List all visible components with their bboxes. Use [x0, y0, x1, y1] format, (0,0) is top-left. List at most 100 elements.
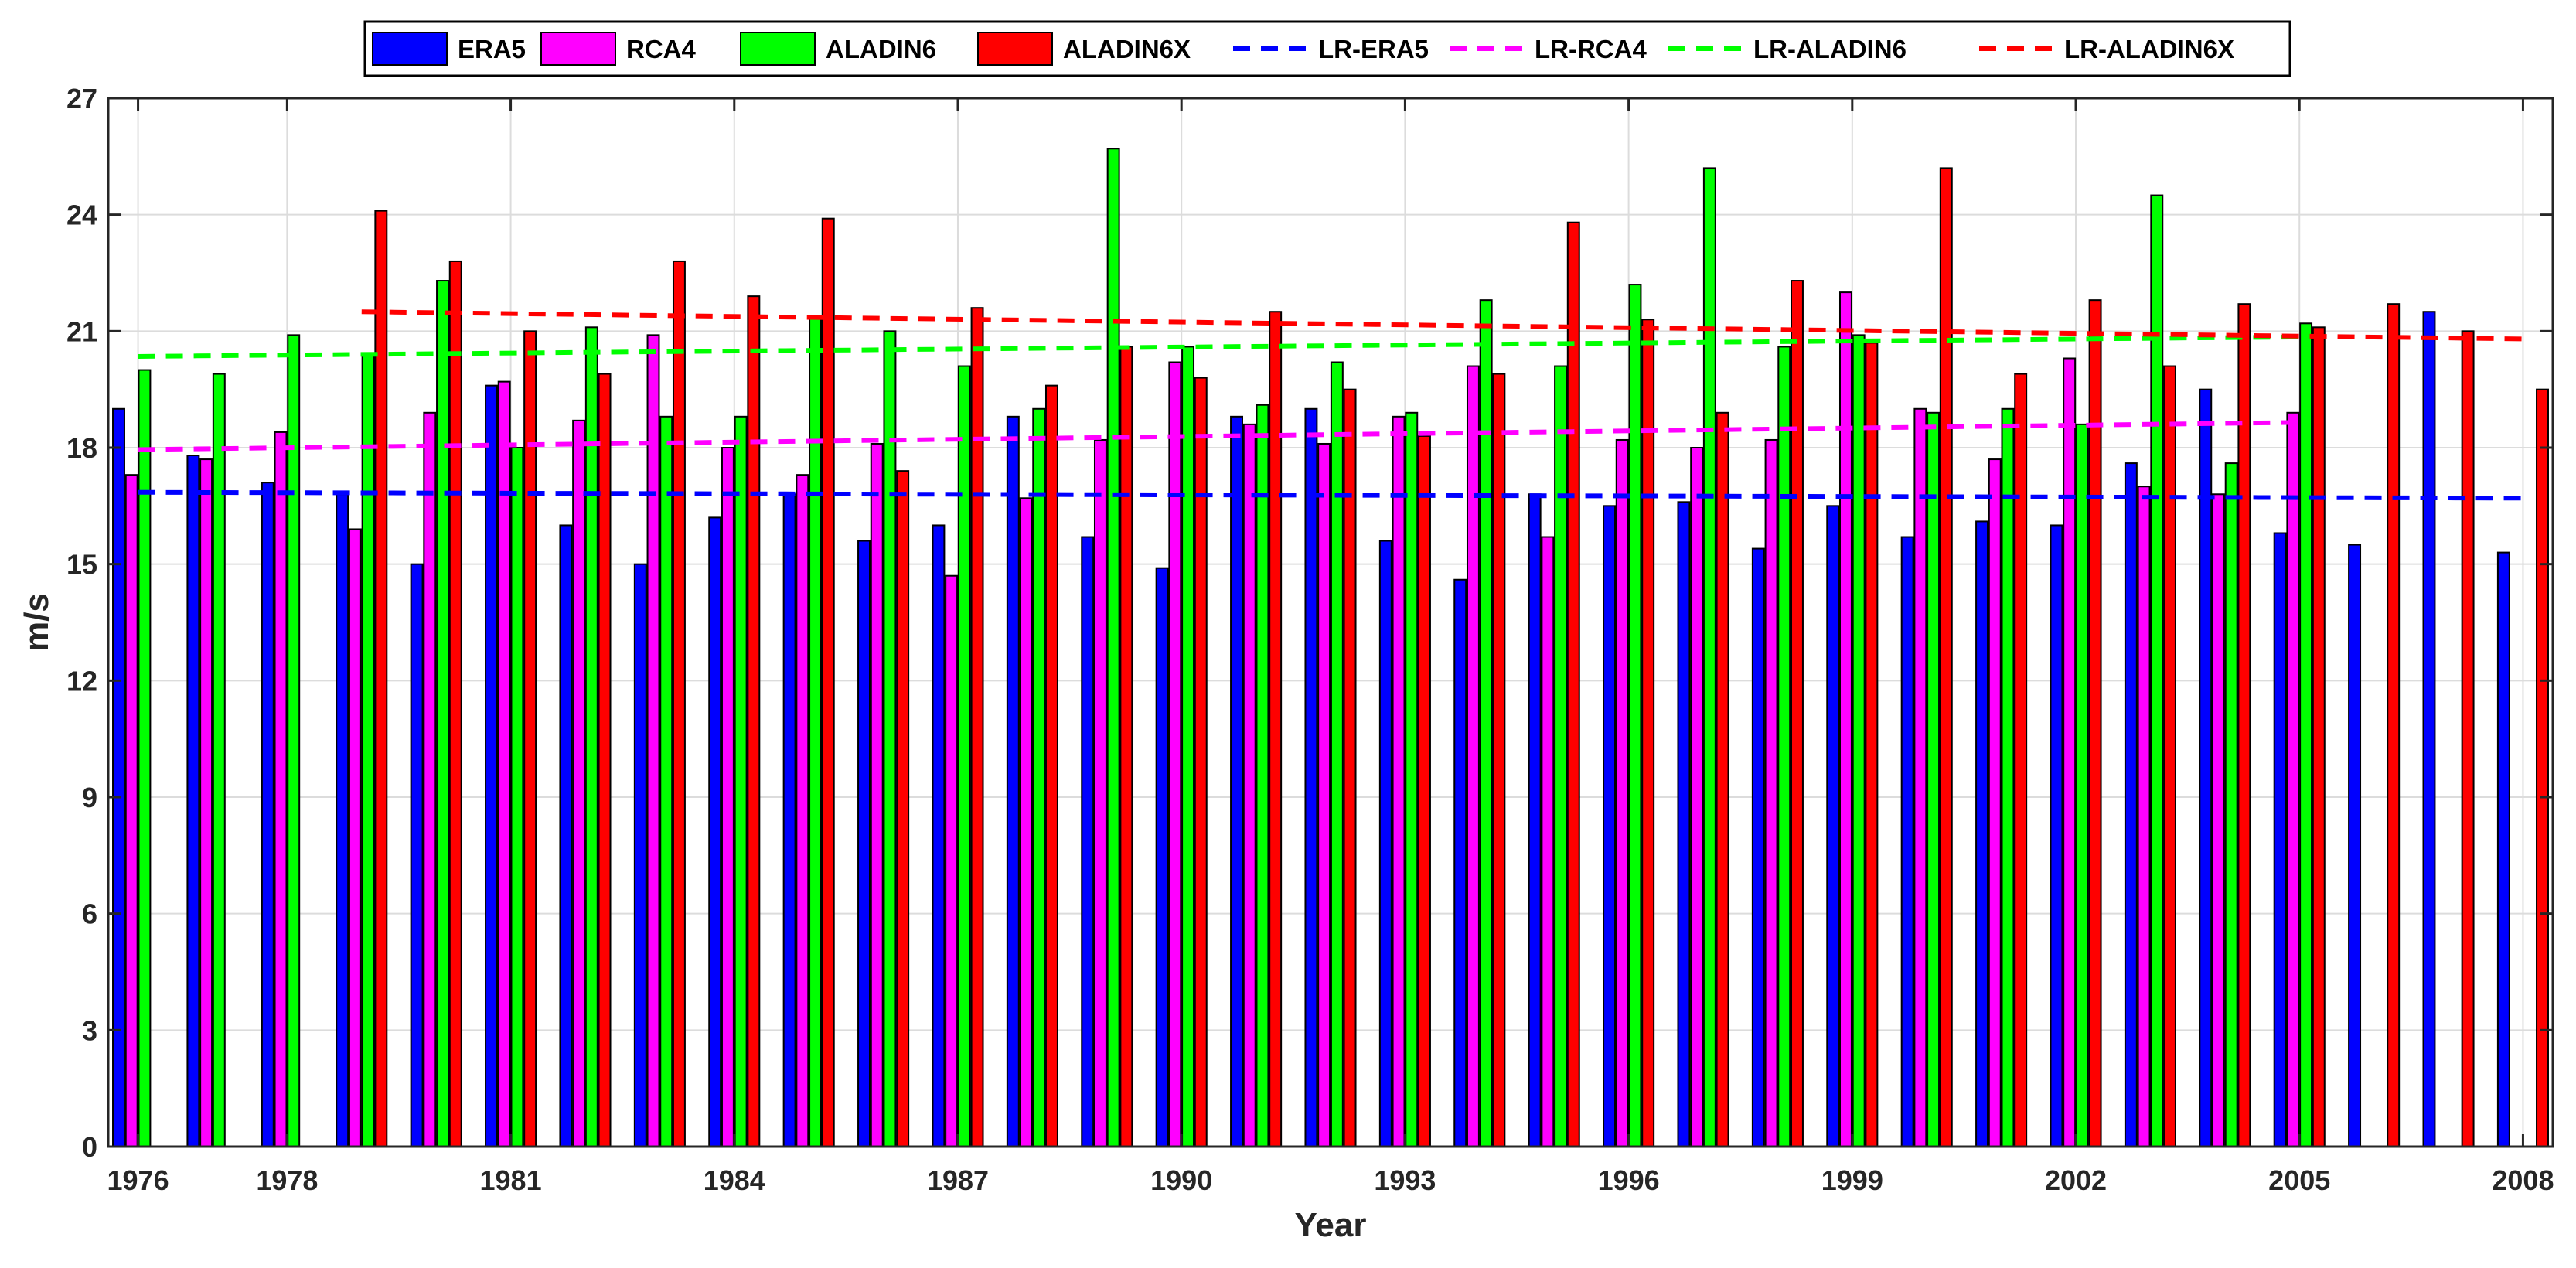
bar-aladin6 — [2075, 423, 2089, 1147]
bar-rca4 — [1541, 536, 1555, 1147]
bar-rca4 — [497, 380, 511, 1148]
x-tick-label: 2005 — [2268, 1164, 2330, 1196]
trend-lines — [138, 309, 2523, 501]
bar-rca4 — [572, 419, 586, 1147]
bar-aladin6 — [883, 330, 897, 1147]
bar-aladin6 — [734, 415, 748, 1147]
bar-era5 — [782, 493, 796, 1147]
bar-aladin6x — [1044, 384, 1058, 1147]
bar-rca4 — [2063, 357, 2077, 1147]
bar-era5 — [559, 524, 573, 1147]
y-tick-label: 0 — [82, 1131, 97, 1163]
legend-label-rca4: RCA4 — [626, 35, 696, 63]
bar-era5 — [2050, 524, 2063, 1147]
bar-aladin6 — [2001, 407, 2015, 1147]
bar-era5 — [1453, 578, 1467, 1147]
x-tick-label: 1984 — [704, 1164, 765, 1196]
bar-aladin6x — [1343, 388, 1357, 1147]
bar-rca4 — [2286, 411, 2300, 1147]
bar-era5 — [1230, 415, 1244, 1147]
bar-rca4 — [199, 458, 213, 1147]
trend-line-lr-aladin6 — [138, 334, 2300, 359]
y-tick-label: 3 — [82, 1014, 97, 1046]
bar-rca4 — [2212, 493, 2225, 1147]
bar-era5 — [1006, 415, 1020, 1147]
bar-rca4 — [1466, 365, 1480, 1147]
trend-line-lr-rca4 — [138, 420, 2300, 452]
y-tick-label: 9 — [82, 782, 97, 813]
bar-era5 — [633, 563, 647, 1147]
bar-aladin6 — [957, 365, 971, 1147]
bar-aladin6x — [1641, 319, 1655, 1147]
bar-aladin6 — [2224, 462, 2238, 1147]
bar-rca4 — [1690, 447, 1704, 1147]
bar-aladin6 — [1032, 407, 1046, 1147]
bar-aladin6 — [659, 415, 673, 1147]
bar-rca4 — [1988, 458, 2002, 1147]
bar-aladin6 — [1852, 334, 1866, 1147]
trend-line-lr-era5 — [138, 489, 2523, 501]
y-tick-label: 15 — [66, 549, 97, 581]
legend-label-era5: ERA5 — [458, 35, 526, 63]
bar-era5 — [1528, 493, 1542, 1147]
bar-rca4 — [1764, 438, 1778, 1147]
bar-aladin6x — [1566, 221, 1580, 1148]
bar-rca4 — [945, 574, 959, 1147]
bar-aladin6x — [523, 330, 537, 1147]
bar-rca4 — [2137, 486, 2151, 1147]
bar-aladin6x — [1939, 167, 1953, 1147]
bar-era5 — [2348, 544, 2362, 1147]
bar-aladin6x — [374, 210, 388, 1148]
bar-era5 — [1155, 567, 1169, 1147]
legend: ERA5 RCA4 ALADIN6 ALADIN6X LR-ERA5 LR-RCA4 LR-… — [363, 20, 2291, 77]
y-tick-label: 27 — [66, 83, 97, 114]
bar-aladin6 — [1405, 411, 1419, 1147]
bar-aladin6 — [1479, 299, 1493, 1148]
bar-aladin6x — [598, 373, 612, 1148]
x-tick-label: 1990 — [1150, 1164, 1212, 1196]
bar-aladin6 — [1330, 361, 1344, 1147]
bar-era5 — [1677, 501, 1691, 1147]
legend-label-lr-aladin6x: LR-ALADIN6X — [2064, 35, 2234, 63]
bar-era5 — [2273, 532, 2287, 1147]
bar-rca4 — [1168, 361, 1182, 1147]
legend-swatch-era5 — [372, 32, 448, 66]
bar-aladin6 — [2299, 322, 2313, 1147]
bar-aladin6 — [1628, 284, 1642, 1148]
legend-swatch-aladin6 — [740, 32, 816, 66]
bar-aladin6 — [1106, 148, 1120, 1147]
legend-label-lr-aladin6: LR-ALADIN6 — [1753, 35, 1906, 63]
bar-era5 — [1975, 520, 1989, 1147]
bar-era5 — [485, 384, 498, 1147]
bars — [112, 148, 2549, 1148]
bar-aladin6x — [1119, 346, 1133, 1147]
x-tick-label: 1976 — [107, 1164, 169, 1196]
x-tick-label: 1996 — [1598, 1164, 1660, 1196]
bar-aladin6 — [1927, 411, 1941, 1147]
bar-era5 — [857, 540, 871, 1147]
bar-aladin6x — [1791, 280, 1804, 1147]
bar-era5 — [1304, 407, 1318, 1147]
bar-aladin6 — [1181, 346, 1195, 1147]
bar-aladin6x — [896, 470, 910, 1147]
bar-aladin6 — [584, 326, 598, 1147]
bar-era5 — [410, 563, 424, 1147]
y-tick-label: 21 — [66, 315, 97, 347]
bar-aladin6x — [2387, 303, 2401, 1148]
bar-aladin6x — [1417, 435, 1431, 1147]
bar-rca4 — [796, 474, 809, 1147]
bar-aladin6x — [2312, 326, 2326, 1147]
bar-aladin6x — [1865, 342, 1879, 1147]
plot-frame — [107, 97, 2554, 1148]
bar-era5 — [261, 482, 274, 1147]
bar-rca4 — [721, 447, 734, 1147]
bar-era5 — [708, 516, 722, 1147]
x-tick-label: 2002 — [2045, 1164, 2107, 1196]
ticks: 0 3 6 9 12 15 18 21 24 27 1976 1978 1981 1984 1987 1990… — [66, 83, 2554, 1196]
bar-rca4 — [646, 334, 660, 1147]
bar-aladin6 — [436, 280, 449, 1147]
y-tick-label: 6 — [82, 898, 97, 930]
bar-aladin6x — [747, 295, 761, 1148]
bar-aladin6x — [1492, 373, 1506, 1148]
x-tick-label: 2008 — [2492, 1164, 2554, 1196]
